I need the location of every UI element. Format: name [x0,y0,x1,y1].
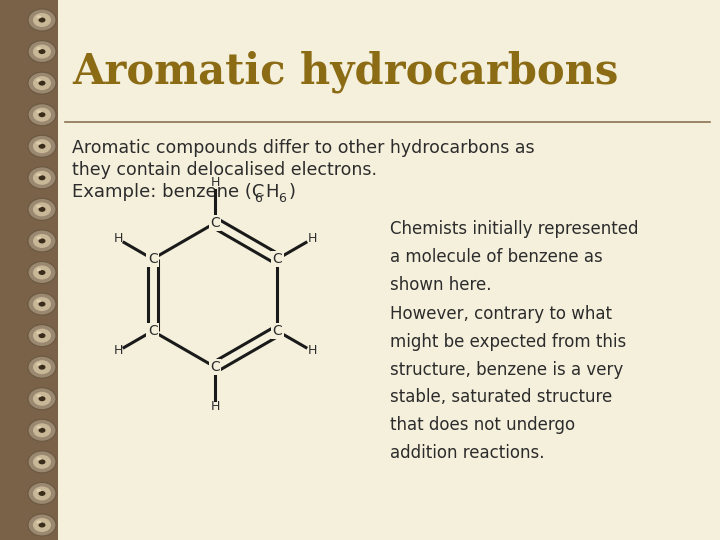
Text: Aromatic compounds differ to other hydrocarbons as: Aromatic compounds differ to other hydro… [72,139,535,157]
Ellipse shape [33,487,51,501]
Ellipse shape [38,491,45,496]
Ellipse shape [37,489,42,492]
Ellipse shape [28,40,56,63]
Ellipse shape [37,237,42,239]
Text: they contain delocalised electrons.: they contain delocalised electrons. [72,161,377,179]
Text: C: C [210,360,220,374]
Ellipse shape [33,297,51,311]
Ellipse shape [37,394,42,397]
Ellipse shape [33,76,51,90]
Ellipse shape [38,301,45,307]
Ellipse shape [37,205,42,208]
Ellipse shape [28,135,56,157]
Ellipse shape [33,45,51,58]
Ellipse shape [37,300,42,302]
Ellipse shape [38,176,45,180]
Ellipse shape [38,112,45,117]
Text: H: H [307,233,317,246]
Ellipse shape [38,460,45,464]
Ellipse shape [38,80,45,86]
Ellipse shape [28,451,56,473]
Text: 6: 6 [254,192,262,205]
Text: Aromatic hydrocarbons: Aromatic hydrocarbons [72,51,618,93]
Ellipse shape [28,198,56,220]
Ellipse shape [38,523,45,528]
Ellipse shape [38,396,45,401]
Text: H: H [307,345,317,357]
Ellipse shape [33,202,51,217]
Text: C: C [148,252,158,266]
Ellipse shape [38,17,45,23]
Ellipse shape [28,72,56,94]
Ellipse shape [37,331,42,334]
Ellipse shape [33,392,51,406]
Text: However, contrary to what
might be expected from this
structure, benzene is a ve: However, contrary to what might be expec… [390,305,626,462]
Ellipse shape [33,139,51,153]
Text: H: H [265,183,279,201]
Ellipse shape [28,514,56,536]
Ellipse shape [33,423,51,437]
Ellipse shape [37,141,42,145]
Ellipse shape [28,9,56,31]
Ellipse shape [37,363,42,366]
Ellipse shape [38,428,45,433]
Ellipse shape [28,167,56,189]
Ellipse shape [33,518,51,532]
Text: H: H [113,345,122,357]
Text: C: C [272,252,282,266]
Text: Chemists initially represented
a molecule of benzene as
shown here.: Chemists initially represented a molecul… [390,220,639,294]
Ellipse shape [37,268,42,271]
Ellipse shape [28,482,56,504]
Ellipse shape [37,426,42,429]
Text: Example: benzene (C: Example: benzene (C [72,183,264,201]
Ellipse shape [37,521,42,523]
Ellipse shape [33,171,51,185]
Ellipse shape [38,144,45,149]
Ellipse shape [38,239,45,244]
Ellipse shape [28,261,56,284]
Text: C: C [148,324,158,338]
Ellipse shape [33,329,51,342]
Text: C: C [210,216,220,230]
Ellipse shape [38,207,45,212]
Ellipse shape [33,234,51,248]
Ellipse shape [37,79,42,82]
Text: 6: 6 [278,192,286,205]
Ellipse shape [38,270,45,275]
Text: C: C [272,324,282,338]
Ellipse shape [28,325,56,347]
Ellipse shape [37,457,42,461]
Ellipse shape [37,47,42,50]
Ellipse shape [28,230,56,252]
Ellipse shape [38,333,45,338]
Ellipse shape [33,455,51,469]
Text: H: H [113,233,122,246]
Bar [0,0,58,540]
Ellipse shape [38,364,45,370]
Ellipse shape [28,293,56,315]
Ellipse shape [28,420,56,441]
Ellipse shape [33,266,51,280]
Text: ): ) [289,183,296,201]
Ellipse shape [28,356,56,378]
Ellipse shape [37,16,42,18]
Ellipse shape [33,13,51,27]
Ellipse shape [38,49,45,54]
Text: H: H [210,401,220,414]
Ellipse shape [28,388,56,410]
Ellipse shape [37,173,42,177]
Ellipse shape [33,107,51,122]
Ellipse shape [33,360,51,374]
Ellipse shape [28,104,56,126]
Text: H: H [210,177,220,190]
Ellipse shape [37,110,42,113]
